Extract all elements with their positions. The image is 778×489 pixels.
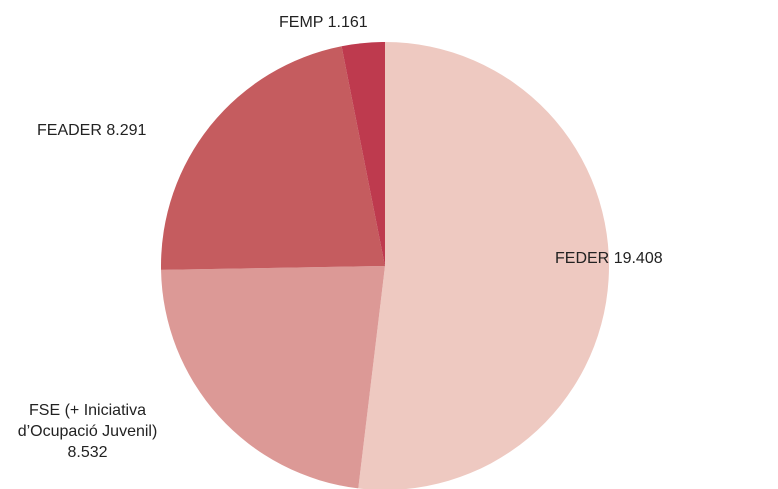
value-label: 19.408 <box>613 250 663 267</box>
slice-label: FEMP 1.161 <box>279 12 368 33</box>
category-label: FSE (+ Iniciativa d’Ocupació Juvenil) <box>17 402 158 440</box>
pie-slice <box>358 42 609 489</box>
value-label: 8.532 <box>67 444 108 461</box>
value-label: 8.291 <box>106 122 147 139</box>
category-label: FEADER <box>37 122 102 139</box>
slice-label: FEADER 8.291 <box>37 120 146 141</box>
category-label: FEMP <box>279 14 324 31</box>
pie-slice <box>161 266 385 489</box>
value-label: 1.161 <box>327 14 368 31</box>
pie-slice <box>341 42 385 266</box>
slice-label: FEDER 19.408 <box>555 248 663 269</box>
category-label: FEDER <box>555 250 610 267</box>
pie-slice <box>161 46 385 270</box>
slice-label: FSE (+ Iniciativa d’Ocupació Juvenil) 8.5… <box>0 400 175 463</box>
